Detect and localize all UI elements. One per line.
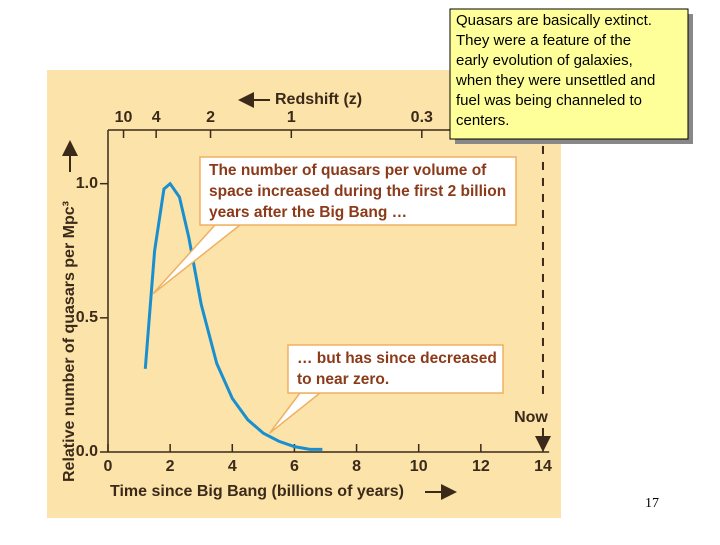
callout-text: space increased during the first 2 billi… — [209, 183, 506, 200]
note-text: early evolution of galaxies, — [456, 52, 633, 69]
note-text: Quasars are basically extinct. — [456, 12, 652, 29]
note-text: fuel was being channeled to — [456, 92, 642, 109]
note-text: They were a feature of the — [456, 32, 631, 49]
x2-tick-label: 2 — [206, 109, 215, 126]
x-tick-label: 10 — [410, 458, 428, 475]
data-line — [143, 181, 323, 451]
x-tick-label: 12 — [472, 458, 490, 475]
x2-tick-label: 4 — [152, 109, 161, 126]
y-tick-label: 0.5 — [76, 309, 98, 326]
x-tick-label: 4 — [228, 458, 237, 475]
now-label: Now — [514, 409, 548, 426]
note-box — [449, 8, 689, 140]
note-text: when they were unsettled and — [455, 72, 655, 89]
x2-tick-label: 0.3 — [411, 109, 433, 126]
y-tick-label: 0.0 — [76, 443, 98, 460]
note: Quasars are basically extinct. They were … — [455, 12, 655, 129]
y-axis-label: Relative number of quasars per Mpc³ — [61, 201, 78, 482]
note-text: centers. — [456, 112, 509, 129]
callout-text: The number of quasars per volume of — [209, 162, 487, 179]
chart: 0 2 4 6 8 10 12 14 0.0 0.5 1.0 10 4 2 1 0.3 Time since B… — [61, 91, 552, 500]
x-tick-label: 0 — [104, 458, 113, 475]
callout-box — [199, 156, 517, 226]
x-tick-label: 6 — [290, 458, 299, 475]
x-axis-label: Time since Big Bang (billions of years) — [110, 483, 404, 500]
x-tick-label: 2 — [166, 458, 175, 475]
x2-tick-label: 1 — [287, 109, 296, 126]
y-tick-label: 1.0 — [76, 175, 98, 192]
x2-axis-label: Redshift (z) — [275, 91, 362, 108]
callout-text: … but has since decreased — [297, 350, 497, 367]
slide-number: 17 — [645, 496, 659, 511]
callout-text: to near zero. — [297, 371, 389, 388]
callout-text: years after the Big Bang … — [209, 204, 407, 221]
x2-tick-label: 10 — [115, 109, 133, 126]
callout-box — [287, 344, 504, 394]
x-tick-label: 14 — [534, 458, 552, 475]
chart-panel — [47, 70, 561, 518]
x-tick-label: 8 — [352, 458, 361, 475]
